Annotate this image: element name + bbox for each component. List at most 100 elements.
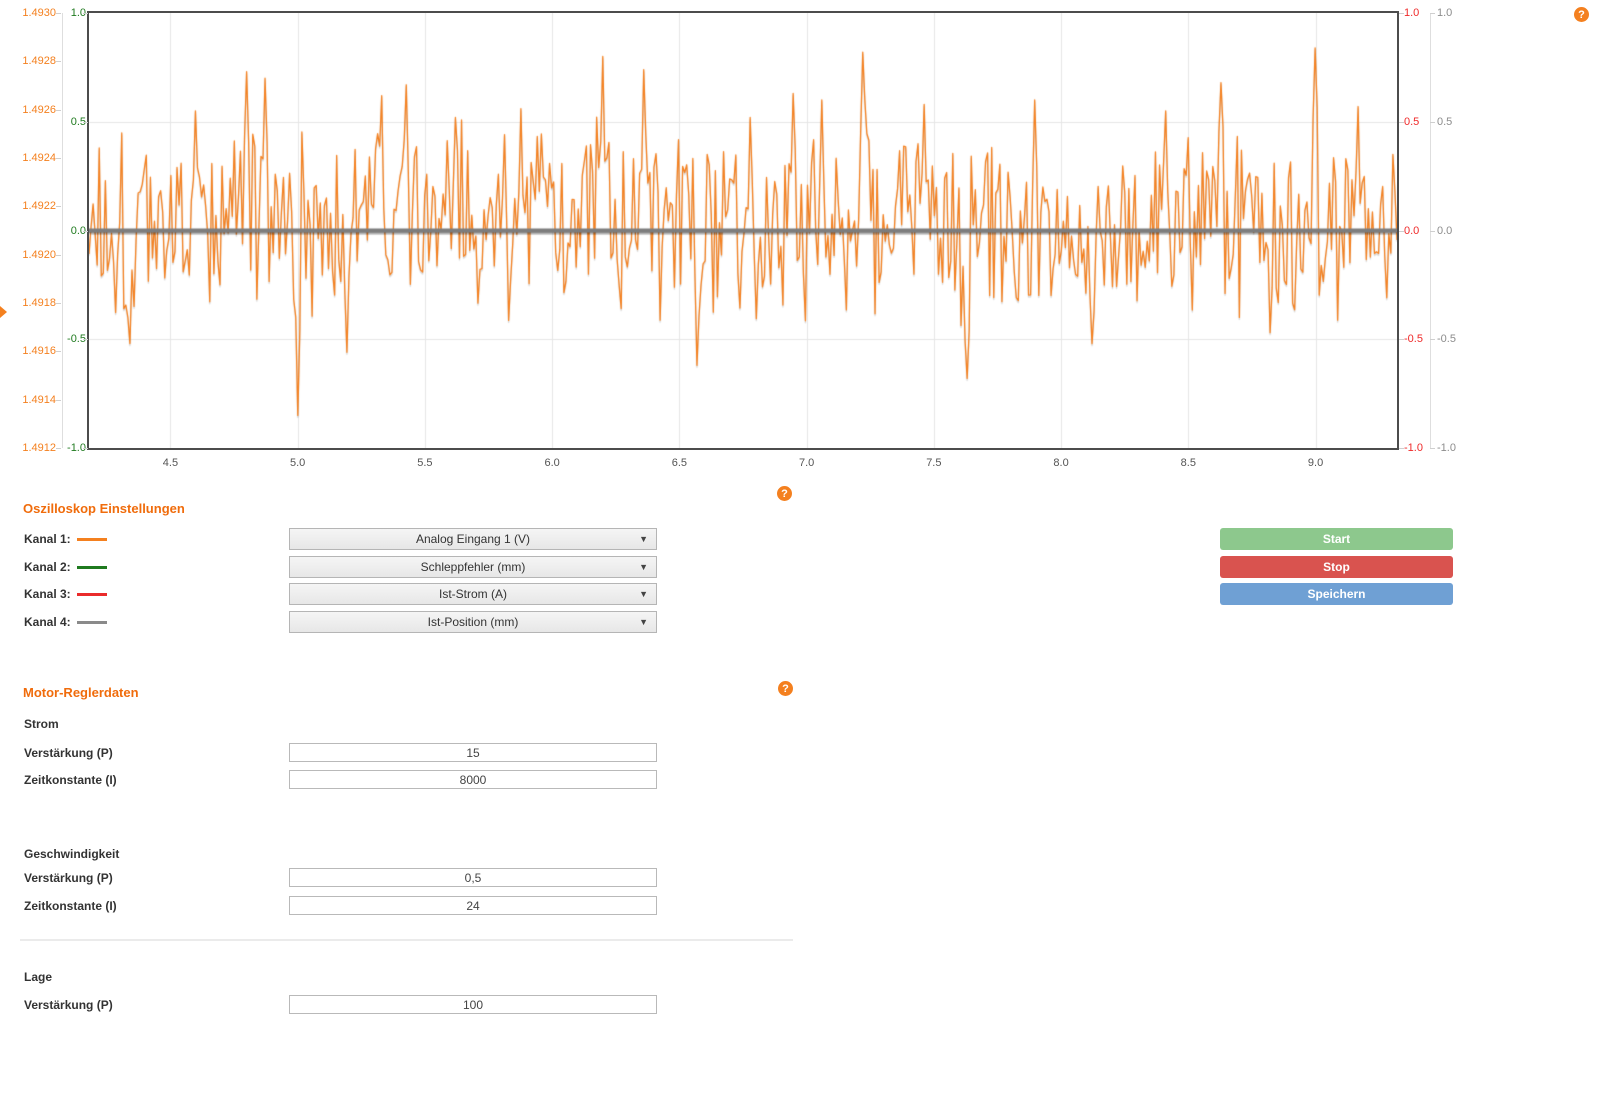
axis-tick-mark [83, 230, 88, 232]
channel-3-select[interactable]: Ist-Strom (A) ▼ [289, 583, 657, 605]
x-axis-tick-label: 4.5 [162, 457, 179, 469]
chart-help-icon[interactable]: ? [1574, 7, 1589, 22]
pan-arrow-icon [0, 306, 7, 318]
kanal-2-schleppfehler-tick-label: -1.0 [67, 442, 86, 454]
channel-4-label: Kanal 4: [24, 615, 71, 629]
chevron-down-icon: ▼ [639, 617, 648, 627]
group-title-geschwindigkeit: Geschwindigkeit [24, 847, 120, 861]
axis-tick-mark [56, 206, 61, 208]
group-title-strom: Strom [24, 717, 59, 731]
channel-3-label: Kanal 3: [24, 587, 71, 601]
motor-help-icon[interactable]: ? [778, 681, 793, 696]
axis-tick-mark [1399, 448, 1404, 449]
oscilloscope-chart: ? 1.4930 1.4928 1.4926 1.4924 1.4922 1.4920 1.… [0, 0, 1600, 480]
channel-4-color-swatch [76, 620, 107, 624]
channel-2-label: Kanal 2: [24, 560, 71, 574]
speichern-button[interactable]: Speichern [1220, 583, 1453, 605]
geschwindigkeit-zeitkonstante-label: Zeitkonstante (I) [24, 899, 117, 913]
kanal-2-schleppfehler-tick-label: 0.5 [70, 115, 86, 128]
axis-tick-mark [1399, 121, 1404, 123]
x-axis-tick-label: 7.0 [798, 457, 815, 469]
axis-tick-mark [1399, 339, 1404, 341]
geschwindigkeit-verstaerkung-input[interactable] [289, 868, 657, 887]
kanal-1-analog-eingang-tick-label: 1.4920 [22, 248, 56, 261]
axis-tick-mark [56, 448, 61, 449]
oscilloscope-plot-canvas[interactable] [87, 11, 1399, 450]
kanal-1-analog-eingang-tick-label: 1.4912 [22, 442, 56, 454]
kanal-3-ist-strom-tick-label: 1.0 [1404, 7, 1420, 19]
axis-tick-mark [56, 158, 61, 159]
x-axis-tick-label: 9.0 [1307, 457, 1324, 469]
oszilloskop-help-icon[interactable]: ? [777, 486, 792, 501]
channel-1-row: Kanal 1: [24, 528, 107, 550]
x-axis-tick-label: 5.0 [290, 457, 306, 469]
channel-2-row: Kanal 2: [24, 556, 107, 578]
chevron-down-icon: ▼ [639, 589, 648, 599]
kanal-2-schleppfehler-tick-label: 1.0 [70, 7, 86, 19]
stop-button[interactable]: Stop [1220, 556, 1453, 578]
left-outer-axis-line [62, 13, 63, 448]
kanal-1-analog-eingang-tick-label: 1.4924 [22, 152, 56, 164]
section-divider [20, 939, 793, 941]
channel-2-select[interactable]: Schleppfehler (mm) ▼ [289, 556, 657, 578]
x-axis-tick-label: 8.5 [1180, 457, 1196, 469]
strom-verstaerkung-label: Verstärkung (P) [24, 746, 113, 760]
lage-verstaerkung-input[interactable] [289, 995, 657, 1014]
channel-3-selected-value: Ist-Strom (A) [439, 587, 507, 601]
kanal-1-analog-eingang-tick-label: 1.4926 [22, 103, 56, 116]
channel-3-row: Kanal 3: [24, 583, 107, 605]
kanal-1-analog-eingang-tick-label: 1.4916 [22, 345, 56, 358]
axis-tick-mark [56, 61, 61, 63]
start-button[interactable]: Start [1220, 528, 1453, 550]
kanal-1-analog-eingang-tick-label: 1.4928 [22, 55, 56, 68]
kanal-3-ist-strom-tick-label: 0.5 [1404, 115, 1420, 128]
kanal-4-ist-position-tick-label: -0.5 [1437, 333, 1456, 346]
kanal-4-ist-position-tick-label: 1.0 [1437, 7, 1453, 19]
axis-tick-mark [56, 351, 61, 353]
channel-4-selected-value: Ist-Position (mm) [427, 615, 519, 629]
oszilloskop-heading: Oszilloskop Einstellungen [23, 501, 185, 516]
axis-tick-mark [1430, 230, 1435, 232]
axis-tick-mark [1430, 121, 1435, 123]
x-axis-tick-label: 6.5 [671, 457, 688, 469]
geschwindigkeit-zeitkonstante-input[interactable] [289, 896, 657, 915]
kanal-4-ist-position-tick-label: 0.5 [1437, 115, 1453, 128]
kanal-3-ist-strom-tick-label: -1.0 [1404, 442, 1423, 454]
channel-2-selected-value: Schleppfehler (mm) [420, 560, 526, 574]
axis-tick-mark [83, 339, 88, 341]
kanal-4-ist-position-tick-label: 0.0 [1437, 224, 1453, 237]
axis-tick-mark [1430, 448, 1435, 449]
channel-1-selected-value: Analog Eingang 1 (V) [415, 532, 531, 546]
strom-verstaerkung-input[interactable] [289, 743, 657, 762]
axis-tick-mark [56, 254, 61, 256]
kanal-1-analog-eingang-tick-label: 1.4914 [22, 393, 56, 406]
motor-heading: Motor-Reglerdaten [23, 685, 139, 700]
kanal-4-ist-position-tick-label: -1.0 [1437, 442, 1456, 454]
axis-tick-mark [83, 448, 88, 449]
axis-tick-mark [1399, 230, 1404, 232]
axis-tick-mark [83, 13, 88, 14]
axis-tick-mark [83, 121, 88, 123]
group-title-lage: Lage [24, 970, 53, 984]
axis-tick-mark [56, 109, 61, 111]
axis-tick-mark [1430, 13, 1435, 14]
channel-4-select[interactable]: Ist-Position (mm) ▼ [289, 611, 657, 633]
kanal-2-schleppfehler-tick-label: -0.5 [67, 333, 86, 346]
kanal-1-analog-eingang-tick-label: 1.4922 [22, 200, 56, 213]
x-axis-tick-label: 8.0 [1053, 457, 1069, 469]
axis-tick-mark [1430, 339, 1435, 341]
x-axis-tick-label: 5.5 [417, 457, 433, 469]
geschwindigkeit-verstaerkung-label: Verstärkung (P) [24, 871, 113, 885]
x-axis-tick-label: 7.5 [926, 457, 942, 469]
kanal-3-ist-strom-tick-label: -0.5 [1404, 333, 1423, 346]
strom-zeitkonstante-input[interactable] [289, 770, 657, 789]
kanal-2-schleppfehler-tick-label: 0.0 [70, 224, 86, 237]
channel-1-select[interactable]: Analog Eingang 1 (V) ▼ [289, 528, 657, 550]
axis-tick-mark [56, 399, 61, 401]
channel-4-row: Kanal 4: [24, 611, 107, 633]
kanal-1-analog-eingang-tick-label: 1.4918 [22, 297, 56, 309]
kanal-3-ist-strom-tick-label: 0.0 [1404, 224, 1420, 237]
chevron-down-icon: ▼ [639, 534, 648, 544]
channel-3-color-swatch [76, 592, 107, 596]
axis-tick-mark [56, 13, 61, 14]
